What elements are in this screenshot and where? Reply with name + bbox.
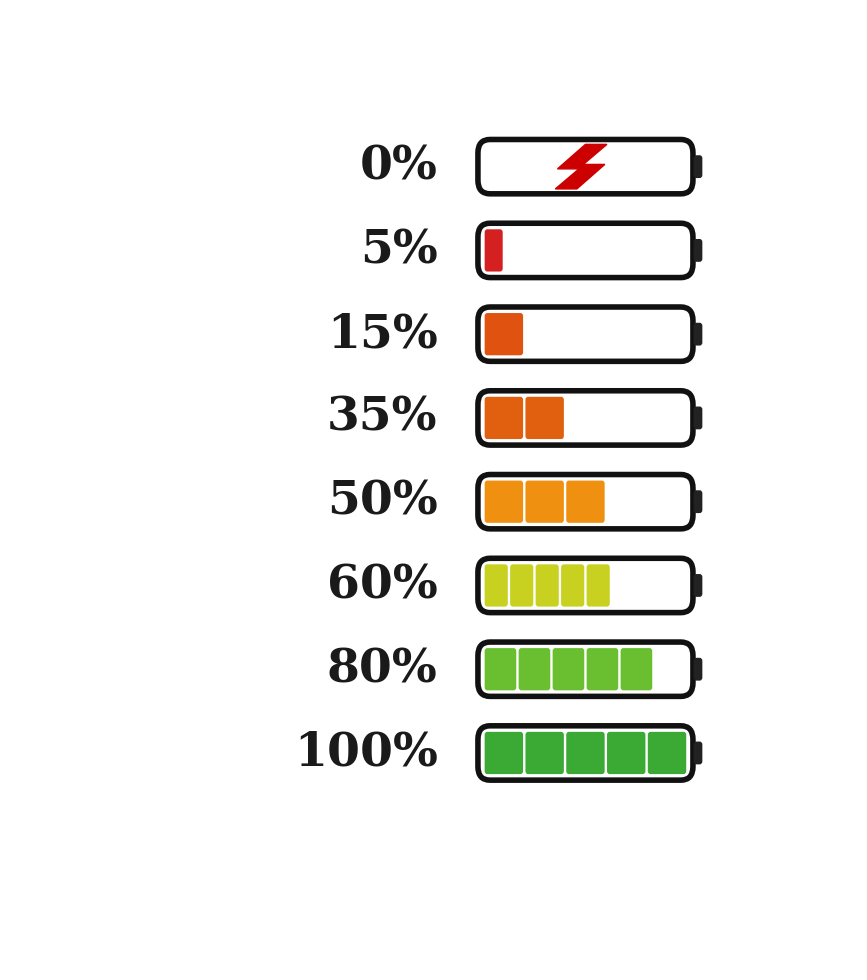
FancyBboxPatch shape	[694, 322, 702, 346]
FancyBboxPatch shape	[694, 574, 702, 597]
FancyBboxPatch shape	[536, 564, 558, 607]
FancyBboxPatch shape	[648, 732, 687, 774]
FancyBboxPatch shape	[478, 642, 693, 697]
FancyBboxPatch shape	[510, 564, 533, 607]
FancyBboxPatch shape	[552, 648, 584, 690]
FancyBboxPatch shape	[587, 648, 618, 690]
FancyBboxPatch shape	[478, 223, 693, 277]
Text: 35%: 35%	[327, 395, 438, 441]
FancyBboxPatch shape	[694, 407, 702, 429]
FancyBboxPatch shape	[518, 648, 551, 690]
FancyBboxPatch shape	[694, 490, 702, 514]
FancyBboxPatch shape	[478, 559, 693, 612]
FancyBboxPatch shape	[621, 648, 652, 690]
FancyBboxPatch shape	[566, 732, 604, 774]
FancyBboxPatch shape	[587, 564, 610, 607]
FancyBboxPatch shape	[485, 648, 516, 690]
FancyBboxPatch shape	[485, 229, 503, 271]
FancyBboxPatch shape	[525, 732, 564, 774]
Polygon shape	[556, 144, 607, 189]
FancyBboxPatch shape	[694, 742, 702, 764]
FancyBboxPatch shape	[478, 391, 693, 445]
FancyBboxPatch shape	[485, 732, 523, 774]
Text: 60%: 60%	[327, 563, 438, 609]
Text: 5%: 5%	[360, 227, 438, 273]
Text: 80%: 80%	[327, 646, 438, 692]
FancyBboxPatch shape	[478, 726, 693, 780]
Text: 15%: 15%	[327, 312, 438, 357]
FancyBboxPatch shape	[694, 155, 702, 178]
Text: 100%: 100%	[294, 730, 438, 776]
Text: 50%: 50%	[327, 478, 438, 524]
FancyBboxPatch shape	[478, 307, 693, 362]
FancyBboxPatch shape	[485, 480, 523, 522]
FancyBboxPatch shape	[478, 139, 693, 194]
FancyBboxPatch shape	[561, 564, 584, 607]
FancyBboxPatch shape	[566, 480, 604, 522]
FancyBboxPatch shape	[525, 397, 564, 439]
Text: 0%: 0%	[360, 144, 438, 190]
FancyBboxPatch shape	[607, 732, 645, 774]
FancyBboxPatch shape	[485, 397, 523, 439]
FancyBboxPatch shape	[525, 480, 564, 522]
FancyBboxPatch shape	[485, 313, 523, 356]
FancyBboxPatch shape	[478, 474, 693, 529]
FancyBboxPatch shape	[694, 658, 702, 681]
FancyBboxPatch shape	[485, 564, 508, 607]
FancyBboxPatch shape	[694, 239, 702, 262]
